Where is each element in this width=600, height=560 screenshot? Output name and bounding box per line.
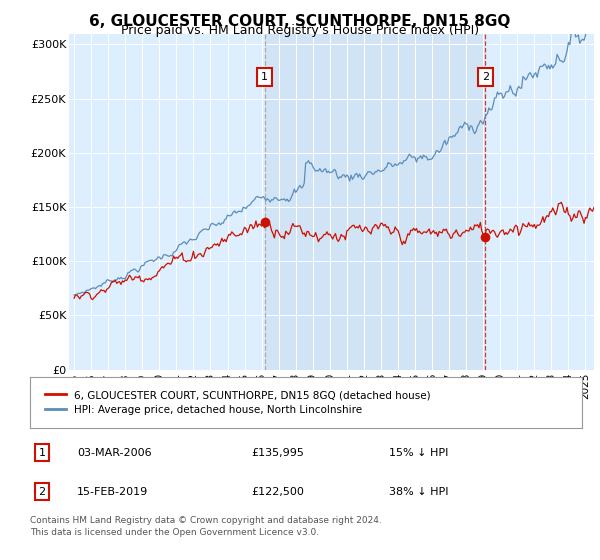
Text: Contains HM Land Registry data © Crown copyright and database right 2024.: Contains HM Land Registry data © Crown c…	[30, 516, 382, 525]
Text: This data is licensed under the Open Government Licence v3.0.: This data is licensed under the Open Gov…	[30, 528, 319, 536]
Text: £122,500: £122,500	[251, 487, 304, 497]
Text: 1: 1	[38, 448, 46, 458]
Text: 15% ↓ HPI: 15% ↓ HPI	[389, 448, 448, 458]
Text: 03-MAR-2006: 03-MAR-2006	[77, 448, 152, 458]
Text: 38% ↓ HPI: 38% ↓ HPI	[389, 487, 448, 497]
Text: Price paid vs. HM Land Registry's House Price Index (HPI): Price paid vs. HM Land Registry's House …	[121, 24, 479, 37]
Text: 6, GLOUCESTER COURT, SCUNTHORPE, DN15 8GQ: 6, GLOUCESTER COURT, SCUNTHORPE, DN15 8G…	[89, 14, 511, 29]
Legend: 6, GLOUCESTER COURT, SCUNTHORPE, DN15 8GQ (detached house), HPI: Average price, : 6, GLOUCESTER COURT, SCUNTHORPE, DN15 8G…	[41, 386, 435, 419]
Bar	[265, 34, 485, 370]
Text: 2: 2	[38, 487, 46, 497]
Text: £135,995: £135,995	[251, 448, 304, 458]
Text: 15-FEB-2019: 15-FEB-2019	[77, 487, 148, 497]
Text: 1: 1	[261, 72, 268, 82]
Text: 2: 2	[482, 72, 489, 82]
